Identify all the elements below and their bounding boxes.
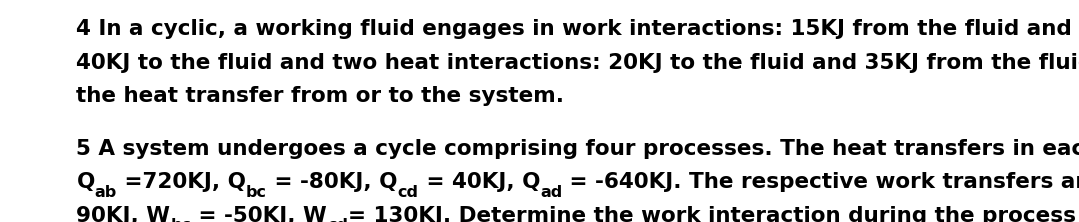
Text: 5 A system undergoes a cycle comprising four processes. The heat transfers in ea: 5 A system undergoes a cycle comprising … — [77, 139, 1079, 159]
Text: =720KJ, Q: =720KJ, Q — [117, 172, 246, 192]
Text: 90KJ, W: 90KJ, W — [77, 206, 170, 222]
Text: the heat transfer from or to the system.: the heat transfer from or to the system. — [77, 86, 564, 106]
Text: ad: ad — [540, 185, 562, 200]
Text: 40KJ to the fluid and two heat interactions: 20KJ to the fluid and 35KJ from the: 40KJ to the fluid and two heat interacti… — [77, 53, 1079, 73]
Text: ab: ab — [95, 185, 117, 200]
Text: Q: Q — [77, 172, 95, 192]
Text: cd: cd — [397, 185, 419, 200]
Text: bc: bc — [170, 218, 191, 222]
Text: = -80KJ, Q: = -80KJ, Q — [267, 172, 397, 192]
Text: 4 In a cyclic, a working fluid engages in work interactions: 15KJ from the fluid: 4 In a cyclic, a working fluid engages i… — [77, 20, 1079, 40]
Text: bc: bc — [246, 185, 267, 200]
Text: = 40KJ, Q: = 40KJ, Q — [419, 172, 540, 192]
Text: = -640KJ. The respective work transfers are: Wab = -: = -640KJ. The respective work transfers … — [562, 172, 1079, 192]
Text: cd: cd — [327, 218, 349, 222]
Text: = 130KJ. Determine the work interaction during the process d-a.: = 130KJ. Determine the work interaction … — [349, 206, 1079, 222]
Text: = -50KJ, W: = -50KJ, W — [191, 206, 327, 222]
